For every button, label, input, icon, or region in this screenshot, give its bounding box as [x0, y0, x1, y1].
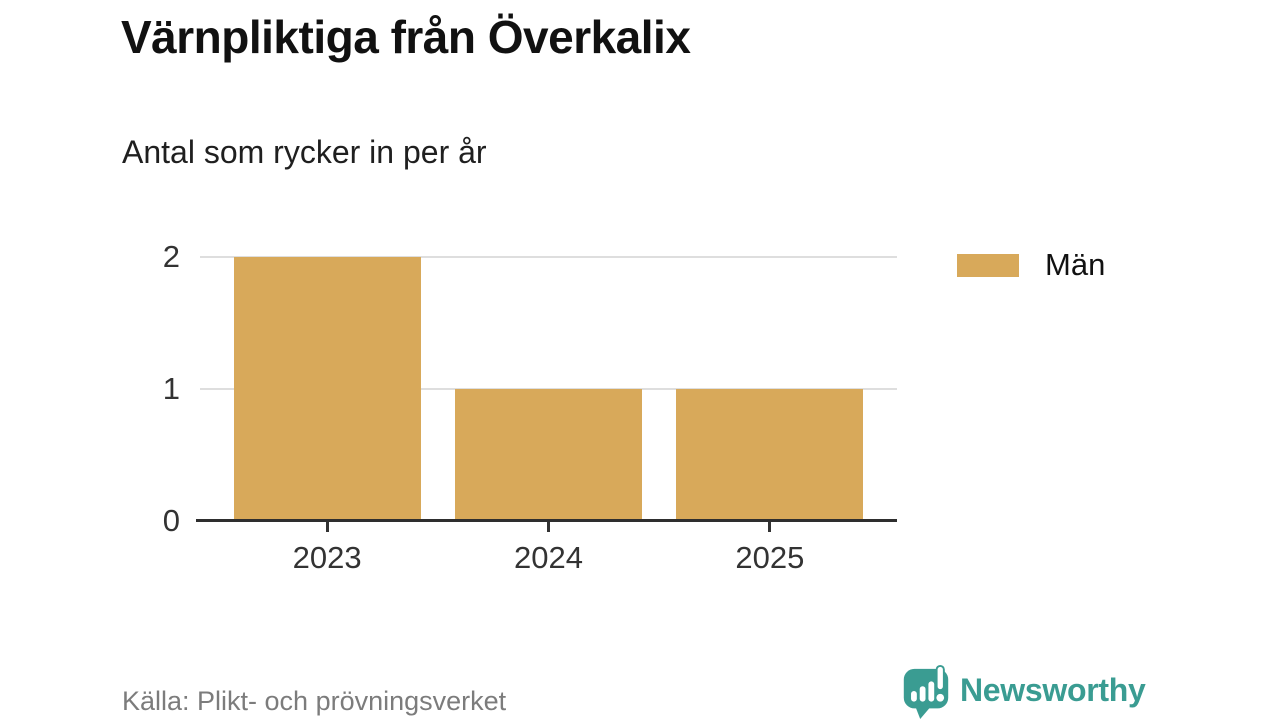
legend: Män — [957, 247, 1105, 283]
bar-2025 — [676, 389, 864, 521]
y-tick-label-1: 1 — [162, 371, 180, 406]
y-tick-label-0: 0 — [162, 503, 180, 538]
plot-area — [200, 256, 897, 521]
legend-swatch — [957, 253, 1019, 277]
brand: Newsworthy — [898, 664, 1146, 720]
bar-2024 — [455, 389, 642, 521]
x-tick-2025 — [768, 522, 772, 532]
x-tick-2023 — [325, 522, 329, 532]
x-tick-label-2023: 2023 — [292, 540, 362, 575]
x-tick-2024 — [547, 522, 550, 532]
chart-title: Värnpliktiga från Överkalix — [121, 11, 691, 63]
bar-2023 — [233, 257, 421, 521]
source-text: Källa: Plikt- och prövningsverket — [122, 686, 507, 716]
y-tick-label-2: 2 — [162, 239, 180, 274]
legend-label: Män — [1045, 247, 1106, 282]
chart-subtitle: Antal som rycker in per år — [122, 134, 487, 170]
x-tick-label-2025: 2025 — [735, 540, 805, 575]
x-axis-line — [196, 519, 897, 522]
newsworthy-logo-icon — [903, 664, 949, 720]
x-tick-label-2024: 2024 — [514, 540, 583, 575]
brand-name: Newsworthy — [960, 671, 1146, 708]
gridline-2 — [200, 256, 897, 258]
